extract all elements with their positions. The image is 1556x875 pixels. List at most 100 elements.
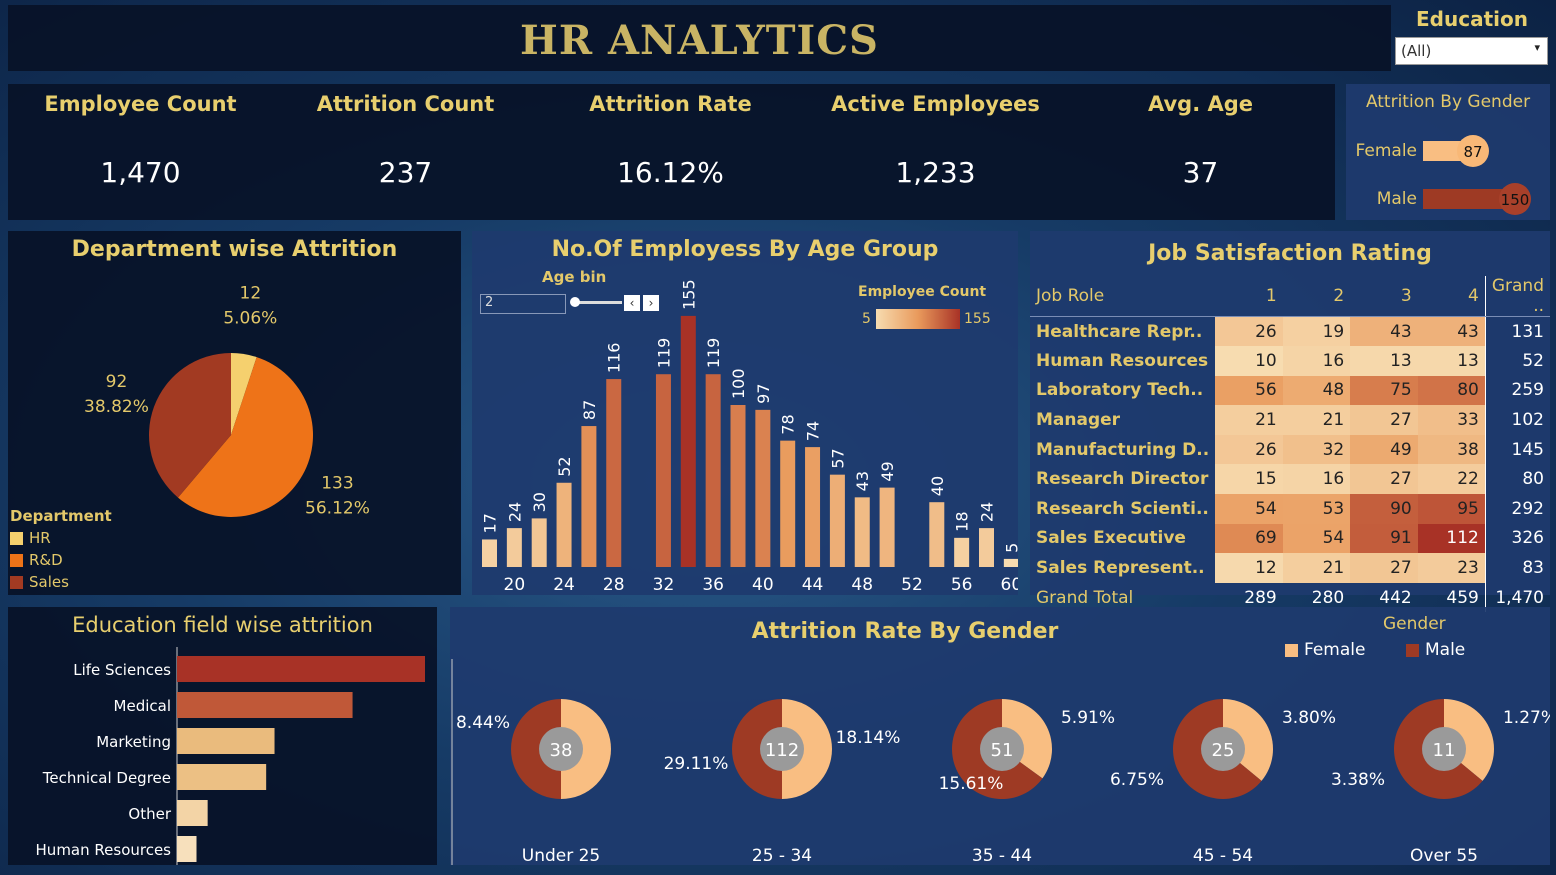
age-bar[interactable] [879,487,895,567]
age-bar[interactable] [655,374,671,567]
column-header[interactable]: 1 [1215,276,1283,317]
age-bar[interactable] [730,405,746,567]
rating-cell[interactable]: 27 [1350,553,1418,583]
age-bar[interactable] [755,409,771,567]
rating-cell[interactable]: 15 [1215,464,1283,495]
column-header[interactable]: Grand .. [1484,276,1550,317]
education-bar[interactable] [177,800,208,826]
legend-item-sales[interactable]: Sales [10,573,112,591]
rating-cell[interactable]: 19 [1282,316,1351,347]
donut-slice-female[interactable] [1444,699,1494,781]
rating-cell[interactable]: 22 [1417,464,1486,495]
donut-slice-female[interactable] [782,699,832,799]
legend-item-hr[interactable]: HR [10,529,112,547]
age-bar[interactable] [954,537,970,567]
rating-cell[interactable]: 21 [1282,405,1351,435]
rating-cell[interactable]: 69 [1215,523,1283,554]
slider-handle[interactable] [570,297,580,307]
rating-cell[interactable]: 13 [1350,346,1418,376]
legend-item-rd[interactable]: R&D [10,551,112,569]
age-bar[interactable] [854,497,870,567]
step-forward-button[interactable]: › [643,295,659,311]
donut-slice-male[interactable] [732,699,782,799]
donut-slice-female[interactable] [561,699,611,799]
rating-cell[interactable]: 48 [1282,375,1351,406]
age-bar[interactable] [680,315,696,567]
table-row[interactable]: Research Scienti.. 54 53 90 95 292 [1030,494,1550,524]
rating-cell[interactable]: 13 [1417,346,1486,376]
age-bar[interactable] [805,447,821,567]
age-bar[interactable] [929,502,945,567]
rating-cell[interactable]: 43 [1350,316,1418,347]
education-bar[interactable] [177,764,267,790]
age-bar[interactable] [482,539,497,567]
column-header[interactable]: 4 [1417,276,1486,317]
rating-cell[interactable]: 32 [1282,434,1351,465]
age-bar[interactable] [606,379,622,567]
rating-cell[interactable]: 16 [1282,464,1351,495]
table-row[interactable]: Healthcare Repr.. 26 19 43 43 131 [1030,316,1550,347]
age-bar[interactable] [556,482,572,567]
chevron-down-icon[interactable]: ▾ [1534,41,1540,54]
rating-cell[interactable]: 54 [1282,523,1351,554]
donut-slice-male[interactable] [511,699,561,799]
table-row[interactable]: Manufacturing D.. 26 32 49 38 145 [1030,434,1550,465]
rating-cell[interactable]: 56 [1215,375,1283,406]
rating-cell[interactable]: 26 [1215,316,1283,347]
pie-slice[interactable] [231,353,257,435]
age-bar[interactable] [705,374,721,567]
rating-cell[interactable]: 75 [1350,375,1418,406]
step-back-button[interactable]: ‹ [624,295,640,311]
table-row[interactable]: Sales Executive 69 54 91 112 326 [1030,523,1550,554]
age-bar[interactable] [829,474,845,567]
table-row[interactable]: Manager 21 21 27 33 102 [1030,405,1550,435]
age-bar[interactable] [581,426,597,567]
rating-cell[interactable]: 21 [1282,553,1351,583]
legend-item-male[interactable]: Male [1406,640,1465,660]
rating-cell[interactable]: 54 [1215,494,1283,524]
rating-cell[interactable]: 26 [1215,434,1283,465]
rating-cell[interactable]: 21 [1215,405,1283,435]
education-bar[interactable] [177,728,275,754]
age-bar[interactable] [1003,558,1018,567]
rating-cell[interactable]: 38 [1417,434,1486,465]
rating-cell[interactable]: 95 [1417,494,1486,524]
rating-cell[interactable]: 27 [1350,405,1418,435]
age-bar[interactable] [979,528,994,567]
column-header[interactable]: 3 [1350,276,1418,317]
age-bar[interactable] [506,528,522,567]
rating-cell[interactable]: 16 [1282,346,1351,376]
table-row[interactable]: Human Resources 10 16 13 13 52 [1030,346,1550,376]
rating-cell[interactable]: 91 [1350,523,1418,554]
age-bin-input[interactable]: 2 [480,294,566,314]
pie-slice[interactable] [149,353,231,498]
rating-cell[interactable]: 90 [1350,494,1418,524]
rating-cell[interactable]: 23 [1417,553,1486,583]
gender-bar[interactable] [1423,189,1523,209]
rating-cell[interactable]: 12 [1215,553,1283,583]
rating-cell[interactable]: 27 [1350,464,1418,495]
rating-cell[interactable]: 112 [1417,523,1486,554]
table-row[interactable]: Laboratory Tech.. 56 48 75 80 259 [1030,375,1550,406]
age-bar[interactable] [780,440,796,567]
column-header[interactable]: 2 [1282,276,1351,317]
education-filter-dropdown[interactable]: (All) ▾ [1395,37,1548,65]
education-bar[interactable] [177,836,197,862]
rating-cell[interactable]: 10 [1215,346,1283,376]
age-bar[interactable] [531,518,547,567]
rating-cell[interactable]: 53 [1282,494,1351,524]
rating-cell[interactable]: 80 [1417,375,1486,406]
pie-slice[interactable] [178,357,314,517]
legend-item-female[interactable]: Female [1285,640,1365,660]
rating-cell[interactable]: 49 [1350,434,1418,465]
rating-cell[interactable]: 33 [1417,405,1486,435]
donut-slice-female[interactable] [1002,699,1052,779]
column-header[interactable]: Job Role [1030,276,1216,317]
rating-cell[interactable]: 43 [1417,316,1486,347]
education-bar[interactable] [177,656,425,682]
donut-slice-female[interactable] [1223,699,1273,781]
table-row[interactable]: Research Director 15 16 27 22 80 [1030,464,1550,495]
table-row[interactable]: Sales Represent.. 12 21 27 23 83 [1030,553,1550,583]
education-bar[interactable] [177,692,353,718]
age-bin-slider[interactable] [570,297,622,307]
